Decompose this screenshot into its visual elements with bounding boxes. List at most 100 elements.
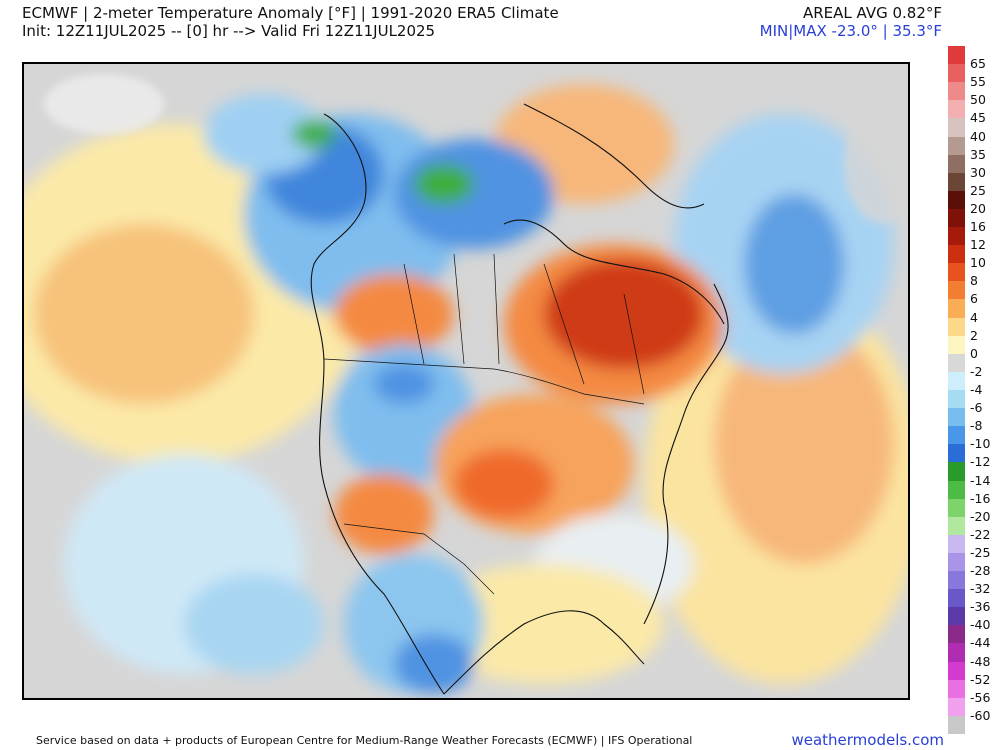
greenland-cold-core [744,194,844,334]
east-canada-hot-core [544,259,704,369]
legend-tick-label: -8 [970,418,983,434]
legend-tick-label: 12 [970,237,986,253]
atlantic-coastline [643,283,729,625]
legend-tick-label: -2 [970,363,983,379]
legend-swatch [948,589,965,608]
legend-tick-label: -6 [970,400,983,416]
legend-tick-label: -20 [970,508,991,524]
legend-swatch [948,317,965,337]
saskatchewan-manitoba-border [493,253,500,365]
legend-swatch [948,480,965,500]
anomaly-field [24,84,908,694]
legend-tick-label: -56 [970,689,991,705]
legend-swatch [948,172,965,192]
legend-tick-label: -60 [970,707,991,723]
anomaly-map[interactable] [22,62,910,700]
legend-tick-label: 65 [970,56,986,72]
pacific-coastline [310,113,445,695]
legend-swatch [948,190,965,210]
legend-swatch [948,118,965,137]
legend-tick-label: 35 [970,146,986,162]
legend-swatch [948,299,965,319]
legend-swatch [948,408,965,427]
legend-tick-label: -25 [970,544,991,560]
legend-tick-label: -52 [970,671,991,687]
legend-swatch [948,136,965,156]
legend-swatch [948,498,965,518]
data-credit: Service based on data + products of Euro… [36,734,693,747]
legend-swatch [948,371,965,391]
legend-swatch [948,697,965,717]
bering-neutral-patch [44,74,164,134]
gulf-warm-region [424,564,664,684]
legend-tick-label: 0 [970,345,978,361]
us-mexico-border [343,523,495,595]
coastlines [310,103,729,695]
legend-tick-label: 40 [970,128,986,144]
legend-tick-label: 8 [970,273,978,289]
legend-swatch [948,607,965,626]
legend-swatch [948,534,965,554]
legend-swatch [948,625,965,644]
legend-swatch [948,245,965,264]
legend-swatch [948,46,965,65]
legend-tick-label: 4 [970,309,978,325]
legend-tick-label: -4 [970,382,983,397]
areal-average: AREAL AVG 0.82°F [802,4,942,22]
rockies-cold-core [374,364,434,404]
valid-time: Init: 12Z11JUL2025 -- [0] hr --> Valid F… [22,22,436,40]
title-block: ECMWF | 2-meter Temperature Anomaly [°F]… [22,4,559,40]
legend-tick-label: -40 [970,617,991,633]
plains-warm-core [454,449,554,519]
legend-tick-label: -32 [970,581,991,597]
ontario-quebec-border [623,293,645,395]
legend-tick-label: 6 [970,291,978,307]
bc-alberta-border [403,263,425,365]
hudson-coastline [503,219,725,325]
legend-swatch [948,263,965,282]
legend-swatch [948,390,965,409]
political-borders [323,253,645,595]
legend-swatch [948,64,965,83]
legend-tick-label: -44 [970,635,991,651]
map-title: ECMWF | 2-meter Temperature Anomaly [°F]… [22,4,559,22]
legend-tick-label: 30 [970,164,986,180]
legend-swatch [948,426,965,445]
legend-swatch [948,100,965,119]
legend-tick-label: 2 [970,327,978,343]
legend-swatch [948,571,965,590]
legend-swatch [948,661,965,681]
legend-tick-label: 50 [970,92,986,108]
legend-tick-label: 20 [970,200,986,216]
pacific-cool-core [184,574,324,674]
legend-swatch [948,335,965,355]
legend-swatch [948,715,965,735]
legend-tick-label: -14 [970,472,991,488]
map-canvas [24,64,908,698]
mexico-cold-core [394,634,474,694]
prairie-warm-region [334,274,454,354]
legend-swatch [948,208,965,228]
legend-swatch [948,516,965,536]
stats-block: AREAL AVG 0.82°F MIN|MAX -23.0° | 35.3°F [760,4,942,40]
gulf-coastline [443,610,645,695]
legend-swatch [948,227,965,246]
legend-swatch [948,552,965,572]
alaska-very-cold-pocket [292,120,336,148]
arctic-cold-region [394,139,554,249]
manitoba-ontario-border [543,263,585,385]
legend-tick-label: 55 [970,74,986,90]
alaska-cool-region [204,94,324,174]
color-legend [948,46,965,735]
legend-tick-label: -12 [970,454,991,470]
arctic-very-cold-pocket [414,164,474,204]
min-max: MIN|MAX -23.0° | 35.3°F [759,22,942,40]
legend-tick-label: 16 [970,219,986,235]
anomaly-detail [44,74,908,224]
legend-swatch [948,82,965,101]
legend-tick-label: -22 [970,526,991,542]
site-link[interactable]: weathermodels.com [791,731,944,749]
legend-swatch [948,679,965,699]
greenland-coastline [523,103,705,209]
alberta-saskatchewan-border [453,253,465,365]
